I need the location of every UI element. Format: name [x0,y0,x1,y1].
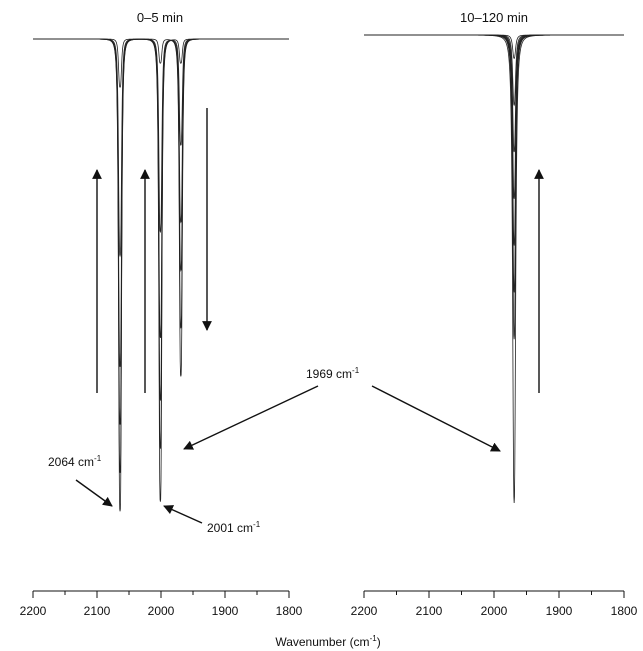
x-axis-0-5-min: 2200 2100 2000 1900 1800 [20,590,303,618]
spectrum-curve-8 [364,34,624,504]
pointer-arrow-2064 [75,479,113,507]
peak-label-1969: 1969 cm-1 [306,366,360,381]
pointer-arrow-1969-right [371,385,501,452]
spectrum-curve-4 [33,38,289,425]
trend-arrows-0-5-min [92,108,212,393]
tick-label-1800: 1800 [611,604,638,618]
spectra-curves-10-120-min [364,34,625,504]
panel-title-10-120-min: 10–120 min [460,10,528,25]
tick-label-1900: 1900 [546,604,573,618]
tick-label-2200: 2200 [351,604,378,618]
tick-label-2100: 2100 [416,604,443,618]
tick-label-2000: 2000 [481,604,508,618]
spectrum-curve-6 [364,34,625,293]
tick-label-2000: 2000 [148,604,175,618]
spectrum-curve-7 [364,34,624,340]
x-axis-title: Wavenumber (cm-1) [275,634,380,649]
peak-label-2001: 2001 cm-1 [207,520,261,535]
pointer-arrow-2001 [163,505,203,524]
panel-0-5-min: 0–5 min 2200 2100 2000 1900 1800 [20,10,303,618]
tick-label-1900: 1900 [212,604,239,618]
tick-label-2200: 2200 [20,604,47,618]
spectrum-curve-3 [364,34,624,153]
spectra-curves-0-5-min [33,38,289,512]
spectrum-curve-4 [364,34,624,199]
tick-label-2100: 2100 [84,604,111,618]
spectrum-curve-2 [364,34,624,107]
pointer-arrow-1969-left [183,385,319,450]
spectrum-curve-6 [33,38,289,512]
peak-annotations: 2064 cm-1 2001 cm-1 1969 cm-1 [48,366,501,535]
spectrum-curve-5 [364,34,624,246]
x-axis-10-120-min: 2200 2100 2000 1900 1800 [351,590,638,618]
peak-label-2064: 2064 cm-1 [48,454,102,469]
spectrum-curve-1 [364,34,624,59]
tick-label-1800: 1800 [276,604,303,618]
spectrum-curve-5 [33,38,289,473]
panel-10-120-min: 10–120 min 2200 2100 2000 1900 1800 [351,10,638,618]
panel-title-0-5-min: 0–5 min [137,10,183,25]
